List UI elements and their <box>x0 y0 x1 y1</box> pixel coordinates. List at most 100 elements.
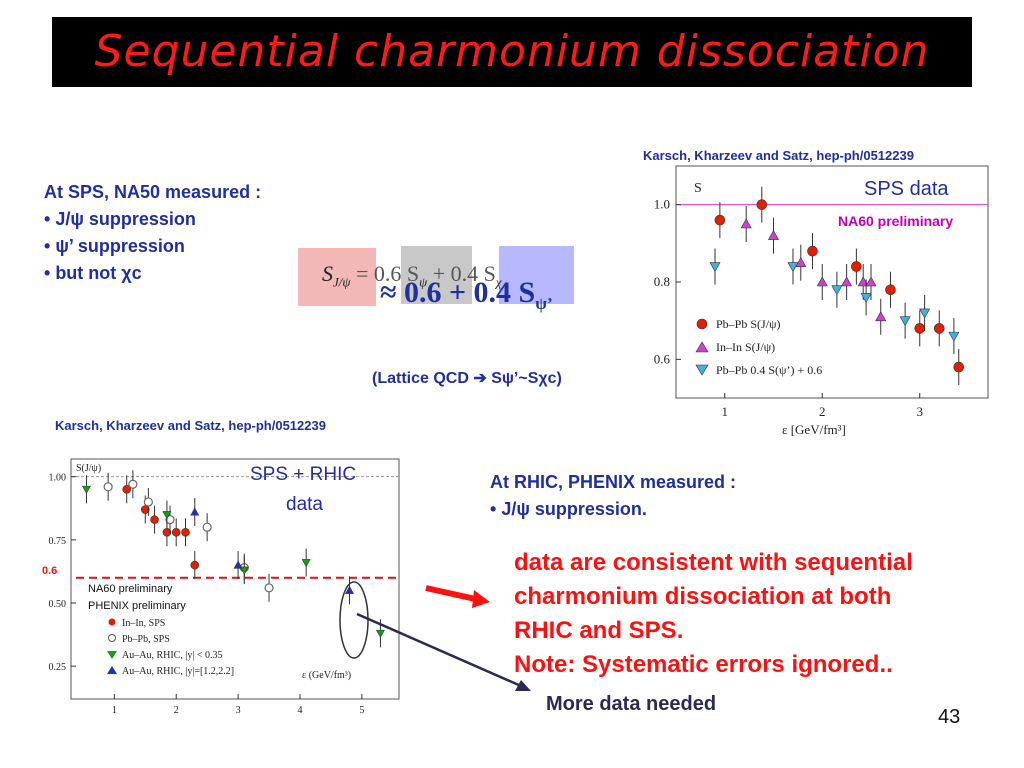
data-point <box>143 497 153 507</box>
data-point <box>953 361 965 373</box>
conclusion-block: data are consistent with sequential char… <box>514 546 913 682</box>
data-point <box>740 218 752 229</box>
sps-chart: 0.6 0.8 1.0 1 2 3 S SPS data NA60 preliminar… <box>654 165 991 438</box>
data-point <box>375 629 385 638</box>
conclusion-line-2: charmonium dissociation at both <box>514 583 892 610</box>
data-point <box>190 560 200 570</box>
formula-highlight-blue <box>499 246 574 304</box>
x-tick-label: 2 <box>174 705 179 716</box>
data-point <box>933 323 945 334</box>
data-point <box>344 585 355 594</box>
y-tick-label: 1.00 <box>49 473 67 484</box>
data-point <box>756 199 768 210</box>
legend-marker-blue-triangle <box>107 666 117 674</box>
legend-marker-triangle-down <box>695 364 709 376</box>
legend-label-pbpb: Pb–Pb, SPS <box>122 634 170 645</box>
rhic-heading: At RHIC, PHENIX measured : <box>490 472 737 492</box>
data-point <box>714 214 726 226</box>
rhic-points <box>81 470 385 648</box>
formula-highlight-gray <box>401 246 472 304</box>
data-point <box>233 560 243 569</box>
sps-y-ticks: 0.6 0.8 1.0 <box>654 197 681 366</box>
data-point <box>81 485 91 494</box>
page-number: 43 <box>938 706 961 728</box>
formula-highlight-red <box>298 248 376 306</box>
data-point <box>202 522 212 532</box>
sps-x-ticks: 1 2 3 <box>722 393 924 419</box>
data-point <box>150 515 159 524</box>
legend-marker-triangle-up <box>695 341 709 353</box>
rhic-x-ticks: 1 2 3 4 5 <box>112 694 364 716</box>
rhic-legend: In–In, SPS Pb–Pb, SPS Au–Au, RHIC, |y| <… <box>107 618 234 677</box>
data-point <box>181 527 190 537</box>
conclusion-line-4: Note: Systematic errors ignored.. <box>514 651 893 678</box>
data-point <box>807 245 818 257</box>
sps-points <box>709 186 965 386</box>
legend-label-2: In–In S(J/ψ) <box>716 340 775 354</box>
data-point <box>165 515 175 525</box>
y-tick-label: 0.8 <box>654 274 670 289</box>
x-tick-label: 3 <box>917 404 924 419</box>
legend-label-auau-2: Au–Au, RHIC, |y|=[1.2,2.2] <box>122 666 234 677</box>
data-point <box>914 323 926 334</box>
more-data-needed: More data needed <box>546 693 717 715</box>
sps-bullet-2: • ψ’ suppression <box>44 236 185 256</box>
sps-bullet-1: • J/ψ suppression <box>44 209 196 229</box>
data-point <box>122 485 131 494</box>
sps-bullet-3: • but not χc <box>44 263 142 283</box>
sps-text-block: At SPS, NA50 measured : • J/ψ suppressio… <box>44 179 261 287</box>
data-point <box>787 262 799 273</box>
y-tick-label: 0.6 <box>654 351 671 366</box>
na60-label: NA60 preliminary <box>838 213 953 229</box>
citation-bottom: Karsch, Kharzeev and Satz, hep-ph/051223… <box>55 418 326 433</box>
y-tick-label: 0.25 <box>49 662 67 673</box>
rhic-panel-label: S(J/ψ) <box>76 463 101 474</box>
rhic-overlay-title-1: SPS + RHIC <box>250 464 356 485</box>
phenix-annotation: PHENIX preliminary <box>88 600 186 612</box>
x-tick-label: 1 <box>112 705 117 716</box>
sps-legend: Pb–Pb S(J/ψ) In–In S(J/ψ) Pb–Pb 0.4 S(ψ’… <box>695 317 822 377</box>
sps-chart-bg <box>676 166 991 438</box>
data-point <box>171 527 181 537</box>
data-point <box>301 559 311 568</box>
rhic-x-label: ε (GeV/fm³) <box>302 670 351 681</box>
x-tick-label: 3 <box>236 705 241 716</box>
data-point <box>140 505 150 514</box>
data-point <box>851 261 862 272</box>
data-point <box>875 311 887 322</box>
data-point <box>948 331 960 342</box>
conclusion-line-1: data are consistent with sequential <box>514 549 913 576</box>
legend-marker-open-circle <box>108 634 116 642</box>
legend-marker-circle <box>696 318 708 330</box>
rhic-overlay-title-2: data <box>286 494 323 515</box>
x-tick-label: 5 <box>359 705 364 716</box>
y-tick-label: 1.0 <box>654 197 670 212</box>
sps-heading: At SPS, NA50 measured : <box>44 182 262 202</box>
legend-marker-green-triangle <box>107 651 117 659</box>
x-tick-label: 2 <box>819 404 826 419</box>
pointer-arrow-icon <box>356 612 531 691</box>
data-point <box>103 482 113 492</box>
data-point <box>865 276 877 287</box>
rhic-chart: 0.25 0.50 0.75 1.00 1 2 3 4 5 S(J/ψ) SPS + RHIC… <box>36 456 402 718</box>
data-point <box>767 229 780 240</box>
legend-label-3: Pb–Pb 0.4 S(ψ’) + 0.6 <box>716 363 822 377</box>
data-point <box>831 285 843 296</box>
data-point <box>885 284 896 296</box>
y-tick-label: 0.75 <box>49 536 67 547</box>
data-point <box>190 507 200 516</box>
rhic-chart-bg <box>36 456 402 718</box>
data-point <box>795 257 807 267</box>
data-point <box>841 276 853 287</box>
lattice-note: (Lattice QCD ➔ Sψ’~Sχc) <box>372 370 562 387</box>
x-tick-label: 4 <box>297 705 302 716</box>
data-point <box>128 479 138 489</box>
data-point <box>709 262 721 273</box>
rhic-text-block: At RHIC, PHENIX measured : • J/ψ suppres… <box>490 469 736 523</box>
conclusion-line-3: RHIC and SPS. <box>514 617 684 644</box>
legend-label-auau-1: Au–Au, RHIC, |y| < 0.35 <box>122 650 222 661</box>
formula-top: SJ/ψ = 0.6 Sψ + 0.4 Sχ <box>322 261 502 290</box>
data-point <box>816 276 828 287</box>
slide-title: Sequential charmonium dissociation <box>94 26 930 77</box>
sps-x-label: ε [GeV/fm³] <box>782 422 846 437</box>
